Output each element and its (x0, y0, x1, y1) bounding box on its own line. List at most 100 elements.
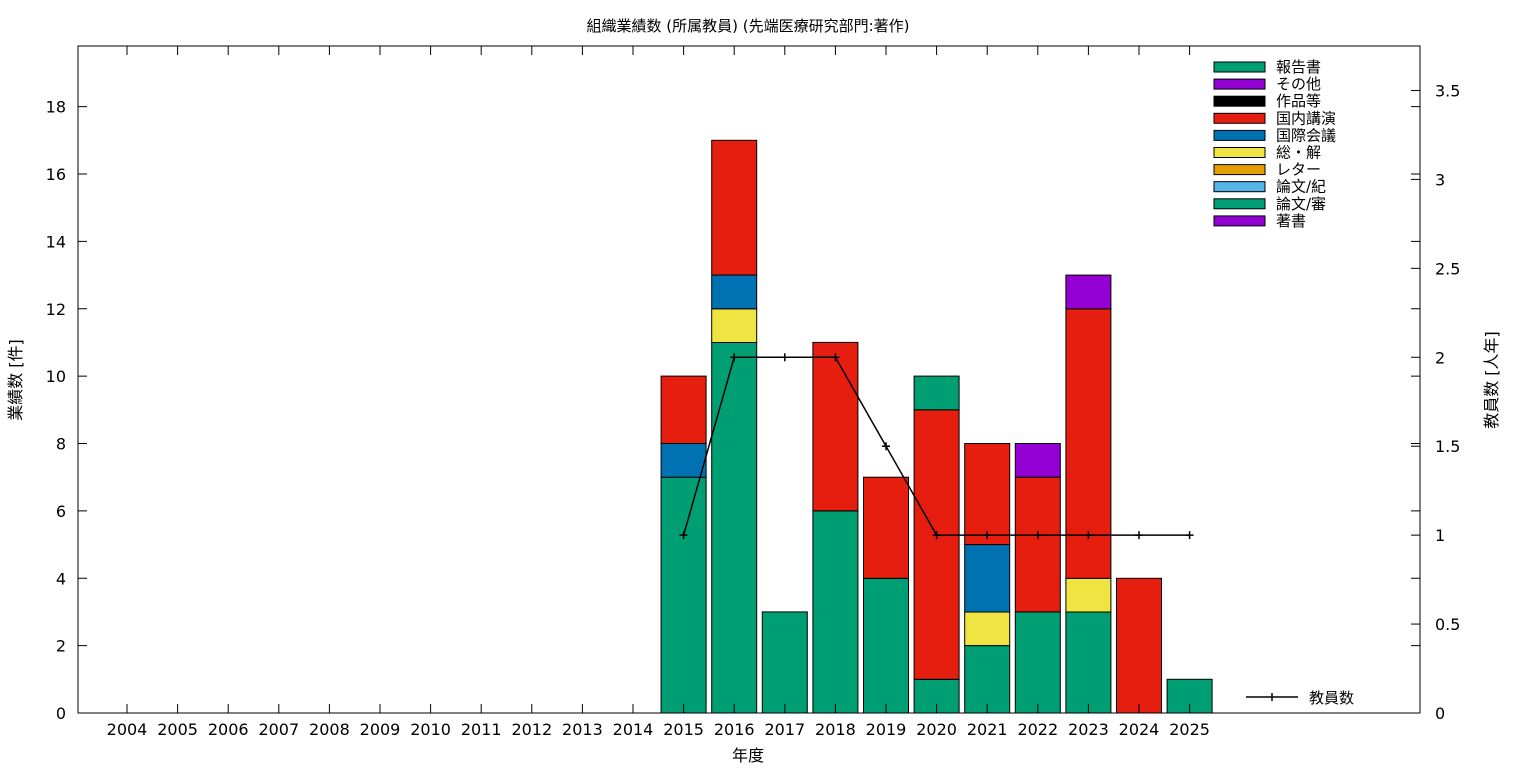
y-tick-label: 0 (56, 704, 66, 723)
y2-tick-label: 2.5 (1435, 259, 1460, 278)
bar-segment (863, 577, 909, 714)
chart-title: 組織業績数 (所属教員) (先端医療研究部門:著作) (586, 17, 909, 35)
bar-segment (1065, 611, 1112, 714)
bar-segment (1014, 611, 1061, 714)
legend-label: 国内講演 (1276, 109, 1336, 127)
bar-segment (1065, 577, 1112, 613)
legend-swatch (1213, 129, 1266, 141)
legend-label: 著書 (1276, 212, 1306, 230)
line-point (679, 531, 688, 540)
x-tick-label: 2025 (1169, 720, 1210, 739)
legend-item: 総・解 (1213, 144, 1321, 162)
bar-segment (964, 443, 1011, 546)
bar-segment (711, 341, 758, 714)
legend-item: 著書 (1213, 212, 1306, 230)
x-axis-label: 年度 (732, 746, 764, 765)
legend-label: 論文/審 (1276, 195, 1326, 213)
bar-segment (711, 308, 758, 343)
bar-segment (1014, 476, 1061, 613)
legend-item: 国際会議 (1213, 126, 1336, 144)
bar-segment (660, 375, 707, 445)
bar-segment (863, 476, 909, 579)
y2-tick-label: 3 (1435, 170, 1445, 189)
line-point (882, 442, 890, 451)
legend-swatch (1213, 215, 1266, 227)
x-tick-label: 2016 (714, 720, 755, 739)
y-tick-label: 6 (56, 502, 66, 521)
legend-label: 国際会議 (1276, 126, 1336, 144)
y-tick-label: 12 (46, 300, 66, 319)
bar-segment (812, 341, 859, 512)
line-point (831, 353, 840, 362)
bar-segment (1014, 443, 1061, 478)
x-tick-label: 2011 (461, 720, 502, 739)
legend-swatch (1213, 78, 1266, 90)
legend-swatch (1213, 95, 1266, 107)
x-tick-label: 2007 (258, 720, 299, 739)
x-tick-label: 2024 (1119, 720, 1160, 739)
x-tick-label: 2008 (309, 720, 350, 739)
y2-tick-label: 0.5 (1435, 615, 1460, 634)
x-tick-label: 2005 (157, 720, 198, 739)
line-point (1185, 531, 1194, 540)
legend-label: 論文/紀 (1276, 178, 1326, 196)
legend-item: 国内講演 (1213, 109, 1336, 127)
bar-segment (913, 375, 960, 411)
legend-item: 報告書 (1213, 58, 1321, 76)
bar-segment (660, 476, 707, 714)
legend-item: その他 (1213, 75, 1321, 93)
y-tick-label: 14 (46, 232, 66, 251)
line-point (1033, 531, 1042, 540)
y-tick-label: 10 (46, 367, 66, 386)
legend-swatch (1213, 198, 1266, 210)
y2-tick-label: 1.5 (1435, 437, 1460, 456)
x-tick-label: 2012 (511, 720, 552, 739)
legend-label: 作品等 (1276, 92, 1321, 110)
bar-segment (1065, 274, 1112, 310)
legend-swatch (1213, 164, 1266, 176)
y2-tick-label: 1 (1435, 526, 1445, 545)
line-point (932, 531, 941, 540)
x-tick-label: 2006 (208, 720, 249, 739)
x-tick-label: 2010 (410, 720, 451, 739)
y-axis: 0 2 4 6 8 10 12 14 16 18 (46, 98, 1420, 723)
y-tick-label: 18 (46, 98, 66, 117)
line-point (1084, 531, 1093, 540)
bar-segment (1116, 577, 1162, 714)
legend-swatch (1213, 181, 1266, 193)
x-tick-label: 2021 (967, 720, 1008, 739)
line-layer (679, 353, 1194, 540)
bar-segment (913, 409, 960, 680)
legend-item: 作品等 (1213, 92, 1321, 110)
y2-axis-label: 教員数 [人年] (1482, 331, 1501, 429)
legend-swatch (1213, 147, 1266, 158)
y-axis-label: 業績数 [件] (6, 339, 25, 421)
x-tick-label: 2020 (916, 720, 957, 739)
legend-item: 論文/審 (1213, 195, 1326, 213)
bar-segment (711, 274, 758, 310)
y-tick-label: 2 (56, 637, 66, 656)
bar-segment (964, 611, 1011, 647)
legend-swatch (1213, 112, 1266, 124)
x-tick-label: 2018 (815, 720, 856, 739)
bar-segment (964, 645, 1011, 714)
y2-tick-label: 3.5 (1435, 81, 1460, 100)
legend-label: 報告書 (1276, 58, 1321, 76)
bar-segment (711, 139, 758, 276)
legend-label: レター (1276, 161, 1321, 179)
x-tick-label: 2015 (663, 720, 704, 739)
legend-swatch (1213, 61, 1266, 73)
x-tick-label: 2023 (1068, 720, 1109, 739)
y-tick-label: 4 (56, 569, 66, 588)
x-tick-label: 2004 (107, 720, 148, 739)
x-tick-label: 2009 (360, 720, 401, 739)
y-tick-label: 16 (46, 165, 66, 184)
bar-layer (660, 139, 1213, 714)
line-point (730, 353, 739, 362)
bar-segment (761, 611, 808, 714)
line-point (1135, 531, 1143, 540)
legend-label: 総・解 (1276, 144, 1321, 162)
line-legend: 教員数 (1246, 689, 1354, 707)
